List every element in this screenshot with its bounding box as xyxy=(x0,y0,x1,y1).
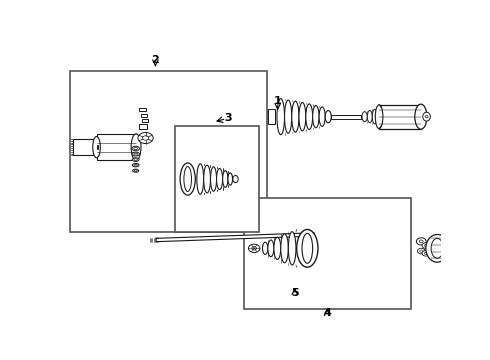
Ellipse shape xyxy=(313,105,319,128)
Ellipse shape xyxy=(134,159,137,161)
Ellipse shape xyxy=(422,243,430,248)
Ellipse shape xyxy=(132,146,140,151)
Ellipse shape xyxy=(131,134,141,161)
Ellipse shape xyxy=(211,167,217,191)
Ellipse shape xyxy=(431,238,443,258)
Ellipse shape xyxy=(424,252,427,255)
Bar xyxy=(175,126,259,232)
Text: 4: 4 xyxy=(323,309,331,319)
Ellipse shape xyxy=(362,112,368,122)
Ellipse shape xyxy=(277,99,285,135)
Ellipse shape xyxy=(274,237,281,260)
Ellipse shape xyxy=(425,116,428,118)
Ellipse shape xyxy=(420,250,423,252)
Ellipse shape xyxy=(217,168,222,190)
Bar xyxy=(379,105,421,129)
Bar xyxy=(139,123,147,129)
Ellipse shape xyxy=(424,244,427,247)
Bar xyxy=(74,139,98,156)
Ellipse shape xyxy=(248,244,260,252)
Ellipse shape xyxy=(423,112,430,121)
Ellipse shape xyxy=(268,240,274,257)
Ellipse shape xyxy=(143,136,148,140)
Bar xyxy=(331,115,361,118)
Ellipse shape xyxy=(419,240,423,243)
Ellipse shape xyxy=(285,100,292,133)
Bar xyxy=(141,114,147,117)
Ellipse shape xyxy=(184,167,192,192)
Ellipse shape xyxy=(222,171,228,187)
Ellipse shape xyxy=(302,233,313,263)
Ellipse shape xyxy=(292,101,299,132)
Ellipse shape xyxy=(415,104,427,129)
Ellipse shape xyxy=(138,132,153,144)
Ellipse shape xyxy=(252,247,256,250)
Bar xyxy=(244,198,411,309)
Text: 3: 3 xyxy=(224,113,232,123)
Ellipse shape xyxy=(297,229,318,267)
Ellipse shape xyxy=(204,165,211,193)
Ellipse shape xyxy=(180,163,196,195)
Ellipse shape xyxy=(306,104,313,129)
Ellipse shape xyxy=(132,152,140,156)
Polygon shape xyxy=(156,233,314,242)
Ellipse shape xyxy=(426,234,449,262)
Ellipse shape xyxy=(416,238,426,245)
Ellipse shape xyxy=(372,109,377,124)
Ellipse shape xyxy=(281,234,288,263)
Ellipse shape xyxy=(132,158,139,161)
Ellipse shape xyxy=(263,242,268,255)
Bar xyxy=(97,134,136,161)
Bar xyxy=(142,118,148,122)
Ellipse shape xyxy=(375,105,383,129)
Ellipse shape xyxy=(134,170,137,171)
Ellipse shape xyxy=(299,103,306,131)
Ellipse shape xyxy=(325,111,331,123)
Bar xyxy=(139,108,146,111)
Ellipse shape xyxy=(417,248,425,254)
Ellipse shape xyxy=(134,148,138,150)
Ellipse shape xyxy=(422,251,430,256)
Ellipse shape xyxy=(132,163,139,167)
Ellipse shape xyxy=(368,111,372,123)
Ellipse shape xyxy=(233,175,238,183)
Ellipse shape xyxy=(377,108,382,125)
Ellipse shape xyxy=(93,136,100,158)
Text: 5: 5 xyxy=(291,288,298,298)
Bar xyxy=(268,109,275,125)
Text: 1: 1 xyxy=(274,96,282,107)
Bar xyxy=(97,145,98,149)
Text: 2: 2 xyxy=(151,55,159,65)
Ellipse shape xyxy=(134,164,137,166)
Ellipse shape xyxy=(288,232,296,265)
Ellipse shape xyxy=(319,107,325,126)
Ellipse shape xyxy=(134,153,138,155)
Bar xyxy=(70,71,267,232)
Ellipse shape xyxy=(228,173,233,185)
Ellipse shape xyxy=(197,164,204,194)
Ellipse shape xyxy=(133,169,139,172)
